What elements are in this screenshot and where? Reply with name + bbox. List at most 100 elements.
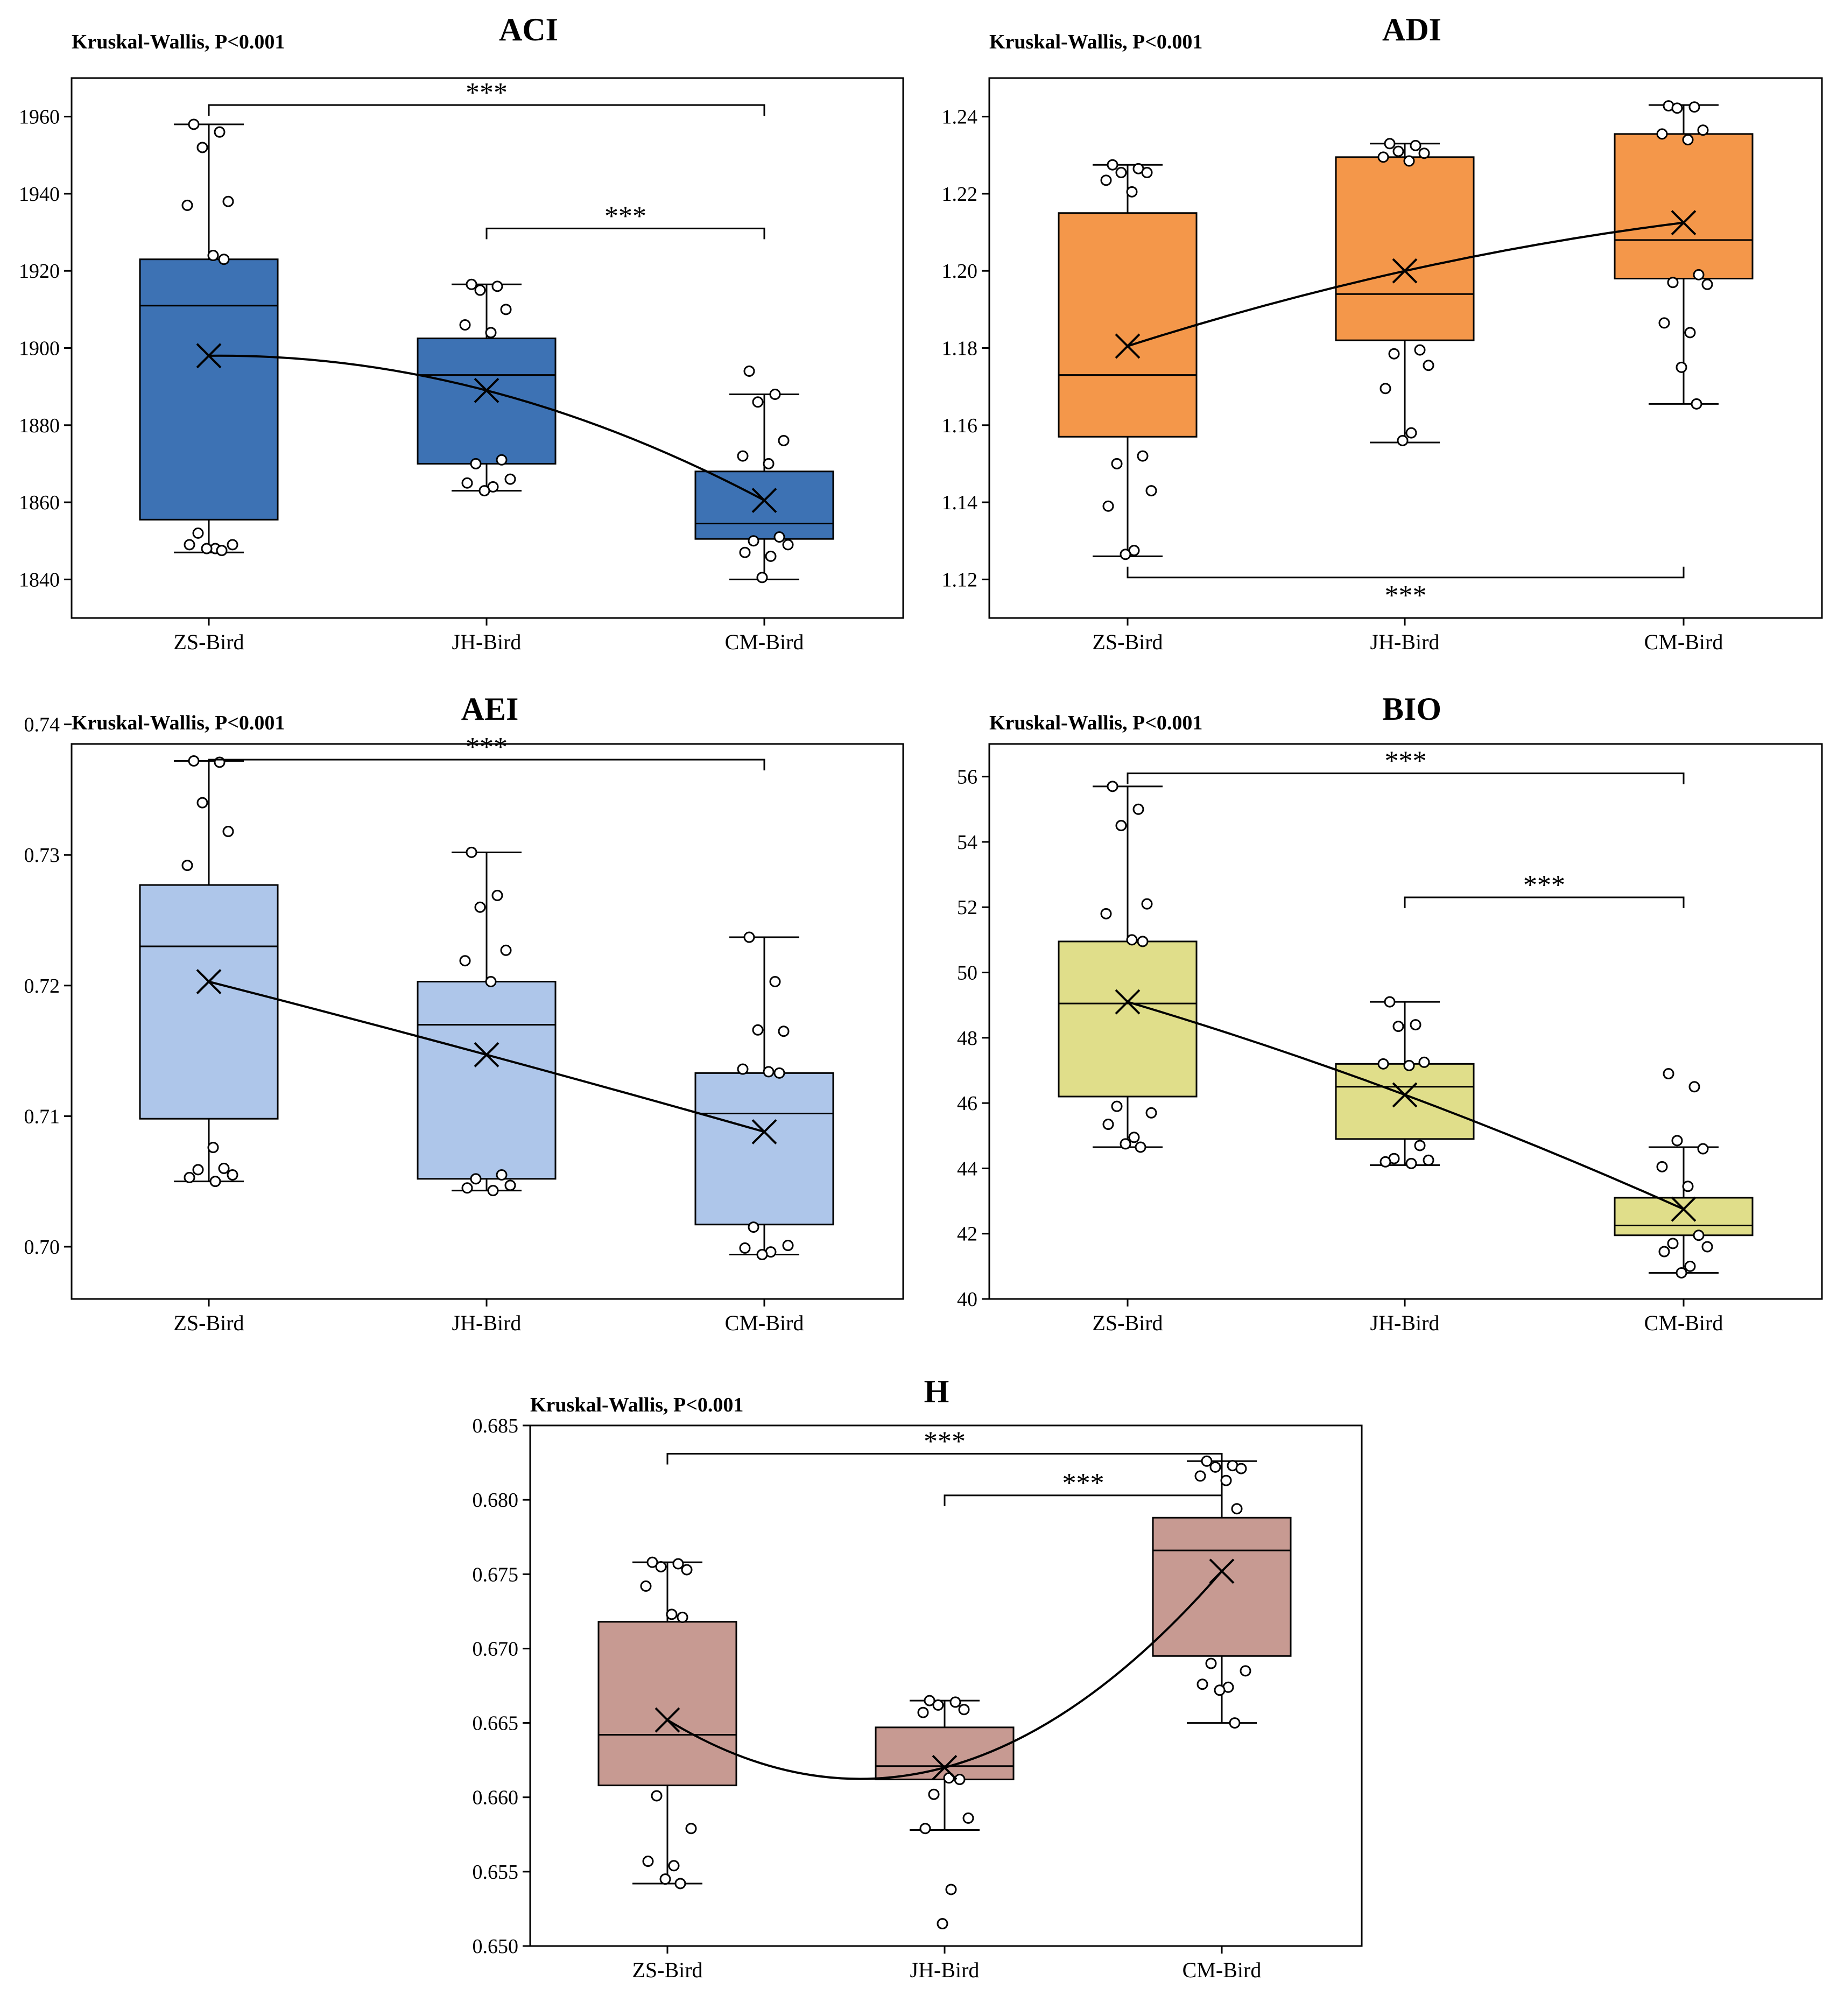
data-point — [1701, 1241, 1713, 1253]
mean-marker — [1392, 1082, 1418, 1108]
significance-bracket — [208, 104, 765, 116]
data-point — [227, 1169, 238, 1181]
data-point — [773, 531, 785, 543]
data-point — [659, 1873, 671, 1885]
x-tick-label: JH-Bird — [1370, 1311, 1440, 1335]
iqr-box — [417, 981, 557, 1180]
significance-label: *** — [1385, 746, 1427, 777]
significance-label: *** — [466, 732, 508, 763]
chart-adi: ADI Kruskal-Wallis, P<0.001 1.12 1.14 1.16… — [942, 12, 1823, 654]
data-point — [1377, 1058, 1389, 1070]
y-tick-label: 0.72 — [24, 975, 60, 998]
y-tick-label: 0.685 — [473, 1415, 519, 1437]
data-point — [763, 1066, 775, 1078]
data-point — [743, 931, 755, 943]
data-point — [1229, 1717, 1241, 1729]
x-tick-label: JH-Bird — [452, 630, 522, 654]
data-point — [1100, 174, 1112, 186]
data-point — [1102, 500, 1114, 512]
data-point — [188, 118, 200, 130]
chart-title: AEI — [461, 691, 519, 727]
box-jh-bird — [417, 846, 557, 1197]
data-point — [504, 473, 516, 485]
y-tick-label: 1.16 — [942, 415, 978, 437]
data-point — [496, 1169, 508, 1181]
x-tick-label: ZS-Bird — [173, 1311, 244, 1335]
mean-marker — [932, 1755, 958, 1780]
box-zs-bird — [597, 1556, 737, 1889]
data-point — [1392, 145, 1404, 157]
data-point — [1107, 781, 1118, 792]
data-point — [1688, 1081, 1700, 1093]
data-point — [752, 396, 764, 408]
mean-marker — [474, 377, 499, 403]
data-point — [461, 1182, 473, 1194]
y-tick-label: 0.680 — [473, 1489, 519, 1512]
y-tick-label: 1.14 — [942, 491, 978, 514]
data-point — [1214, 1684, 1226, 1696]
chart-bio: BIO Kruskal-Wallis, P<0.001 40 42 44 46 48 50… — [957, 691, 1823, 1335]
mean-marker — [751, 488, 777, 513]
iqr-box — [694, 470, 834, 540]
y-tick-label: 1840 — [19, 568, 60, 591]
data-point — [668, 1860, 680, 1872]
mean-marker — [1209, 1558, 1235, 1584]
significance-label: *** — [1385, 580, 1427, 611]
y-tick-label: 1860 — [19, 491, 60, 514]
data-point — [227, 539, 238, 551]
data-point — [640, 1580, 652, 1592]
y-tick-label: 1920 — [19, 260, 60, 283]
significance-label: *** — [466, 78, 508, 108]
significance-bracket — [1404, 896, 1685, 909]
mean-marker — [196, 343, 222, 369]
box-jh-bird — [1335, 996, 1475, 1169]
data-point — [1693, 1230, 1705, 1241]
data-point — [207, 1142, 219, 1154]
data-point — [500, 944, 512, 956]
data-point — [1671, 1135, 1683, 1147]
data-point — [958, 1704, 970, 1716]
data-point — [466, 846, 477, 858]
x-tick-label: CM-Bird — [725, 1311, 804, 1335]
data-point — [1410, 139, 1421, 151]
data-point — [216, 545, 228, 557]
data-point — [1656, 128, 1668, 140]
x-tick-label: CM-Bird — [1644, 630, 1723, 654]
data-point — [470, 458, 482, 469]
data-point — [1397, 434, 1409, 446]
iqr-box — [1058, 940, 1198, 1098]
data-point — [919, 1823, 931, 1835]
iqr-box — [597, 1621, 737, 1787]
y-tick-label: 0.71 — [24, 1105, 60, 1128]
data-point — [954, 1774, 966, 1786]
data-point — [474, 284, 486, 296]
significance-bracket — [1127, 772, 1685, 784]
data-point — [1209, 1461, 1221, 1473]
data-point — [1667, 277, 1679, 289]
data-point — [1688, 101, 1700, 113]
data-point — [1128, 1132, 1140, 1143]
data-point — [1126, 934, 1138, 946]
data-point — [1414, 344, 1426, 356]
data-point — [1663, 1068, 1674, 1080]
data-point — [218, 254, 230, 265]
data-point — [1667, 1238, 1679, 1249]
mean-marker — [1392, 258, 1418, 284]
box-jh-bird — [1335, 138, 1475, 446]
data-point — [222, 195, 234, 207]
chart-title: BIO — [1382, 691, 1441, 727]
data-point — [478, 485, 490, 497]
data-point — [666, 1608, 678, 1620]
x-tick-label: CM-Bird — [725, 630, 804, 654]
data-point — [1201, 1455, 1213, 1467]
data-point — [642, 1856, 654, 1867]
data-point — [1418, 147, 1430, 159]
y-tick-label: 46 — [957, 1092, 977, 1115]
data-point — [491, 889, 503, 901]
data-point — [1377, 151, 1389, 163]
y-tick-label: 56 — [957, 766, 977, 789]
y-tick-label: 1.18 — [942, 338, 978, 360]
data-point — [196, 797, 208, 809]
mean-marker — [1115, 333, 1141, 359]
